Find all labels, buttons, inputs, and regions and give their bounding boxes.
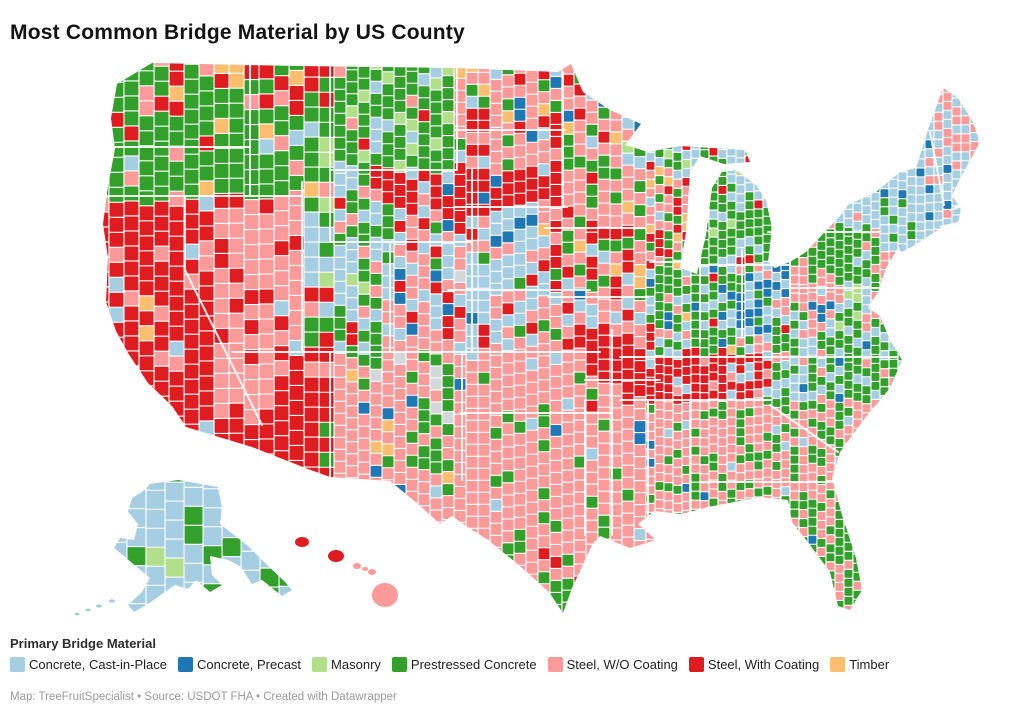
legend-swatch — [688, 657, 704, 672]
legend-item: Steel, W/O Coating — [547, 657, 678, 672]
hawaii-island[interactable] — [368, 569, 376, 575]
attribution-footer: Map: TreeFruitSpecialist • Source: USDOT… — [10, 691, 397, 703]
aleutian-island[interactable] — [96, 604, 102, 608]
hawaii-islands[interactable] — [295, 537, 398, 607]
legend-swatch — [178, 657, 193, 672]
legend-title: Primary Bridge Material — [10, 636, 156, 651]
hawaii-island[interactable] — [328, 550, 344, 562]
legend-item: Masonry — [312, 657, 381, 672]
hawaii-island[interactable] — [372, 583, 398, 607]
hawaii-island[interactable] — [362, 567, 368, 571]
state-borders — [103, 63, 945, 536]
alaska-county-mosaic[interactable] — [71, 454, 298, 640]
legend-item: Prestressed Concrete — [391, 657, 537, 672]
aleutian-island[interactable] — [74, 612, 80, 616]
hawaii-island[interactable] — [353, 563, 361, 569]
aleutian-islands[interactable] — [74, 599, 116, 616]
legend-label: Prestressed Concrete — [410, 657, 537, 672]
hawaii-island[interactable] — [295, 537, 309, 547]
legend: Primary Bridge Material Concrete, Cast-i… — [10, 636, 889, 672]
page-title: Most Common Bridge Material by US County — [10, 21, 465, 45]
legend-label: Concrete, Precast — [197, 657, 302, 672]
aleutian-island[interactable] — [109, 599, 115, 603]
legend-label: Steel, W/O Coating — [566, 657, 678, 672]
legend-label: Concrete, Cast-in-Place — [29, 657, 167, 672]
legend-swatch — [10, 657, 25, 672]
legend-label: Timber — [849, 657, 890, 672]
legend-swatch — [830, 657, 846, 672]
legend-items: Concrete, Cast-in-Place Concrete, Precast… — [10, 657, 889, 672]
legend-label: Masonry — [331, 657, 381, 672]
legend-item: Concrete, Precast — [178, 657, 301, 672]
legend-swatch — [312, 657, 328, 672]
legend-label: Steel, With Coating — [707, 657, 820, 672]
legend-swatch — [391, 657, 407, 672]
legend-item: Concrete, Cast-in-Place — [10, 657, 167, 672]
legend-item: Timber — [830, 657, 889, 672]
aleutian-island[interactable] — [85, 608, 91, 612]
legend-item: Steel, With Coating — [688, 657, 820, 672]
legend-swatch — [547, 657, 563, 672]
